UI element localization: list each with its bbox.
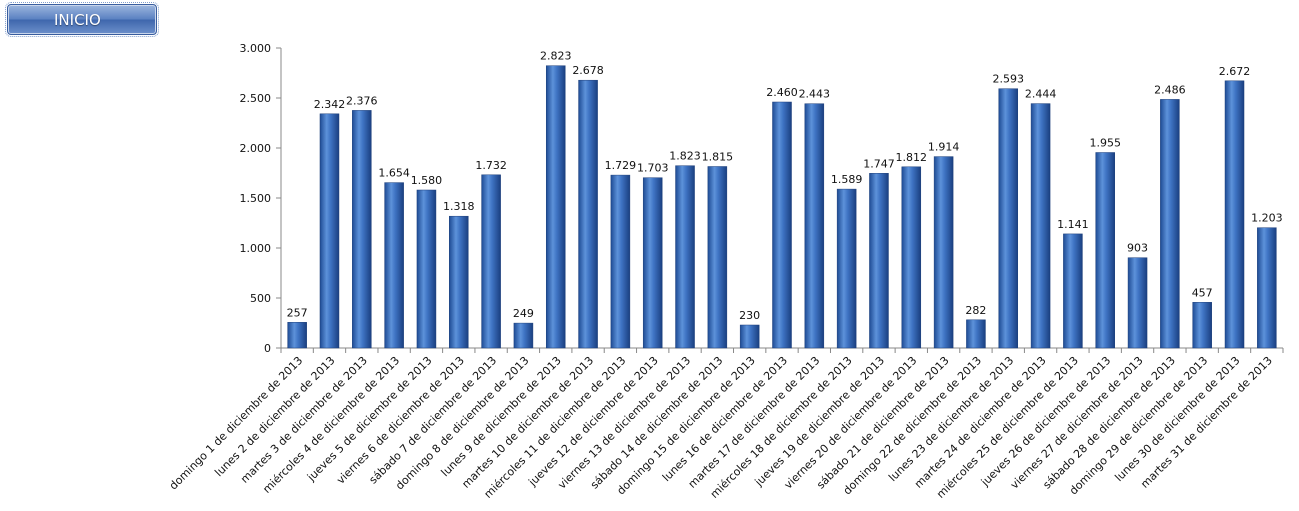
data-label-7: 1.732 — [475, 159, 507, 172]
y-tick-label: 2.500 — [240, 92, 272, 105]
bar-5 — [416, 189, 437, 349]
bar-10 — [578, 79, 598, 349]
bar-30 — [1224, 80, 1245, 349]
y-tick-label: 500 — [250, 292, 271, 305]
data-label-31: 1.203 — [1251, 212, 1283, 225]
data-label-20: 1.812 — [896, 151, 928, 164]
y-tick-label: 1.000 — [240, 242, 272, 255]
bar-11 — [610, 174, 631, 349]
bar-3 — [352, 110, 372, 349]
bars — [287, 65, 1277, 349]
data-label-25: 1.141 — [1057, 218, 1089, 231]
bar-2 — [319, 113, 340, 349]
bar-14 — [707, 166, 728, 349]
bar-24 — [1030, 103, 1051, 349]
bar-21 — [933, 156, 954, 349]
data-label-8: 249 — [513, 307, 534, 320]
x-axis — [280, 347, 1284, 353]
bar-13 — [675, 165, 695, 349]
data-label-10: 2.678 — [572, 64, 604, 77]
data-label-21: 1.914 — [928, 141, 960, 154]
data-label-5: 1.580 — [411, 174, 443, 187]
data-label-23: 2.593 — [993, 73, 1025, 86]
data-label-16: 2.460 — [766, 86, 798, 99]
bar-22 — [966, 319, 986, 349]
bar-19 — [869, 173, 889, 349]
data-label-30: 2.672 — [1219, 65, 1251, 78]
y-tick-label: 0 — [264, 342, 271, 355]
data-label-22: 282 — [965, 304, 986, 317]
bar-15 — [739, 324, 760, 349]
bar-18 — [836, 188, 857, 349]
bar-9 — [545, 65, 566, 349]
data-label-28: 2.486 — [1154, 83, 1186, 96]
bar-20 — [901, 166, 922, 349]
bar-6 — [449, 215, 469, 349]
bar-4 — [384, 182, 404, 349]
y-tick-label: 1.500 — [240, 192, 272, 205]
y-tick-label: 3.000 — [240, 42, 272, 55]
data-label-12: 1.703 — [637, 162, 669, 175]
bar-17 — [804, 103, 825, 349]
data-label-1: 257 — [287, 306, 308, 319]
bar-29 — [1192, 302, 1212, 349]
bar-26 — [1095, 152, 1115, 349]
data-label-2: 2.342 — [314, 98, 346, 111]
data-label-29: 457 — [1192, 286, 1213, 299]
bar-8 — [513, 322, 534, 349]
data-label-24: 2.444 — [1025, 88, 1057, 101]
bar-16 — [772, 101, 792, 349]
bar-1 — [287, 322, 307, 349]
data-label-14: 1.815 — [702, 151, 734, 164]
data-label-6: 1.318 — [443, 200, 475, 213]
bar-25 — [1063, 233, 1083, 349]
bar-23 — [998, 88, 1019, 349]
bar-27 — [1127, 257, 1148, 349]
bar-7 — [481, 174, 501, 349]
data-label-19: 1.747 — [863, 157, 895, 170]
data-label-3: 2.376 — [346, 94, 378, 107]
data-label-27: 903 — [1127, 242, 1148, 255]
data-label-15: 230 — [739, 309, 760, 322]
inicio-button-label: INICIO — [54, 10, 101, 29]
data-label-17: 2.443 — [799, 88, 831, 101]
bar-12 — [642, 177, 663, 349]
y-tick-label: 2.000 — [240, 142, 272, 155]
data-label-9: 2.823 — [540, 50, 572, 63]
bar-28 — [1160, 99, 1180, 349]
y-axis: 0 500 1.000 1.500 2.000 2.500 3.000 — [240, 42, 282, 355]
bar-31 — [1257, 227, 1277, 349]
data-label-11: 1.729 — [605, 159, 637, 172]
data-label-26: 1.955 — [1089, 137, 1121, 150]
data-label-18: 1.589 — [831, 173, 863, 186]
data-label-13: 1.823 — [669, 150, 701, 163]
data-label-4: 1.654 — [378, 167, 410, 180]
